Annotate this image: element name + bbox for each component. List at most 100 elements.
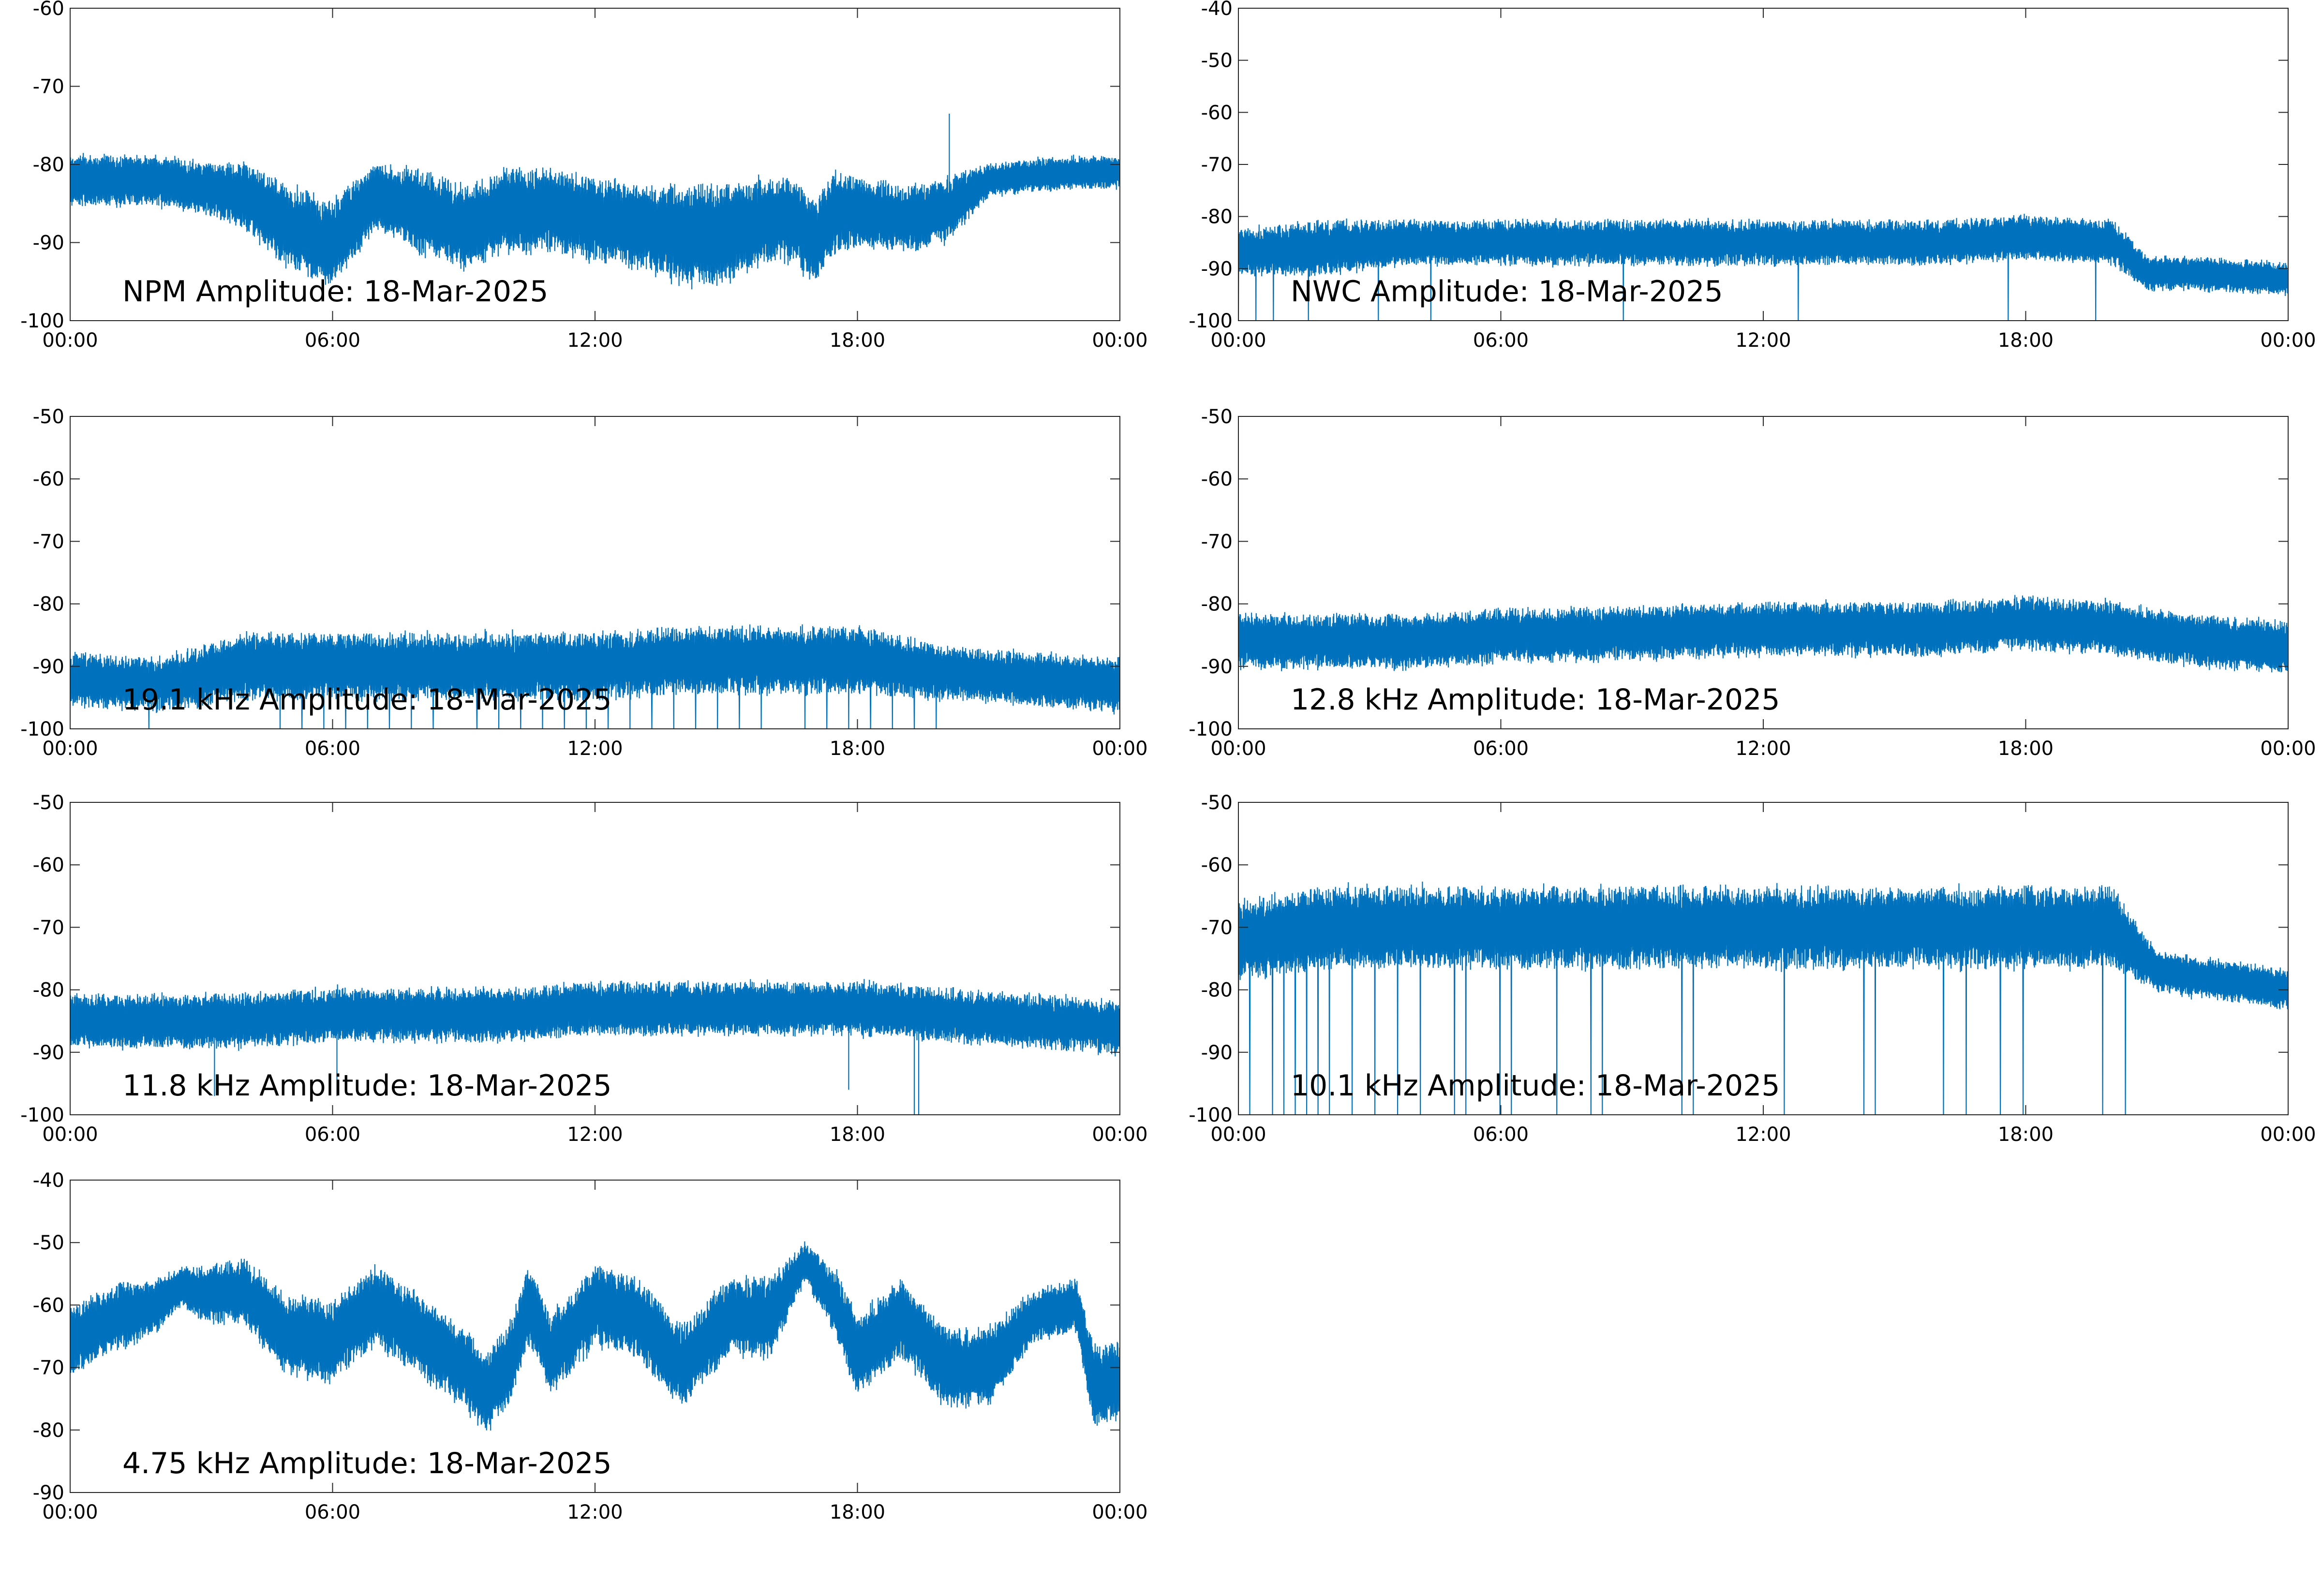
series-line bbox=[1238, 213, 2288, 321]
panel-title: 12.8 kHz Amplitude: 18-Mar-2025 bbox=[1291, 683, 1780, 717]
y-tick-label: -80 bbox=[1201, 979, 1233, 1002]
x-tick-label: 12:00 bbox=[567, 1501, 623, 1523]
y-tick-label: -40 bbox=[1201, 0, 1233, 20]
x-tick-label: 00:00 bbox=[2260, 1123, 2316, 1146]
y-tick-label: -60 bbox=[33, 468, 64, 490]
series-line bbox=[1238, 595, 2288, 673]
y-tick-label: -90 bbox=[33, 1482, 64, 1504]
x-tick-label: 00:00 bbox=[42, 1123, 98, 1146]
x-tick-label: 12:00 bbox=[1735, 738, 1791, 760]
x-tick-label: 06:00 bbox=[1473, 738, 1529, 760]
y-tick-label: -100 bbox=[1189, 718, 1233, 740]
y-tick-label: -80 bbox=[1201, 593, 1233, 616]
panel-title: NWC Amplitude: 18-Mar-2025 bbox=[1291, 275, 1723, 309]
x-tick-label: 06:00 bbox=[1473, 1123, 1529, 1146]
x-tick-label: 00:00 bbox=[1210, 738, 1266, 760]
y-tick-label: -70 bbox=[1201, 154, 1233, 176]
y-tick-label: -40 bbox=[33, 1169, 64, 1192]
y-tick-label: -80 bbox=[33, 979, 64, 1002]
axes-frame bbox=[70, 802, 1120, 1115]
y-tick-label: -70 bbox=[33, 76, 64, 98]
panel-title: 19.1 kHz Amplitude: 18-Mar-2025 bbox=[122, 683, 612, 717]
x-tick-label: 06:00 bbox=[305, 329, 360, 352]
series-line bbox=[1238, 881, 2288, 1115]
panel-title: 4.75 kHz Amplitude: 18-Mar-2025 bbox=[122, 1447, 612, 1480]
y-tick-label: -60 bbox=[1201, 102, 1233, 124]
y-tick-label: -70 bbox=[33, 1357, 64, 1379]
y-tick-label: -100 bbox=[20, 310, 64, 332]
x-tick-label: 12:00 bbox=[567, 738, 623, 760]
x-tick-label: 00:00 bbox=[1092, 1501, 1147, 1523]
y-tick-label: -80 bbox=[1201, 206, 1233, 228]
x-tick-label: 18:00 bbox=[830, 1123, 885, 1146]
y-tick-label: -80 bbox=[33, 1419, 64, 1442]
y-tick-label: -50 bbox=[33, 1232, 64, 1254]
x-tick-label: 18:00 bbox=[830, 1501, 885, 1523]
x-tick-label: 00:00 bbox=[1210, 1123, 1266, 1146]
y-tick-label: -60 bbox=[1201, 468, 1233, 490]
x-tick-label: 00:00 bbox=[42, 738, 98, 760]
y-tick-label: -100 bbox=[20, 1104, 64, 1126]
series-line bbox=[70, 114, 1120, 290]
x-tick-label: 18:00 bbox=[1998, 738, 2054, 760]
y-tick-label: -50 bbox=[1201, 50, 1233, 72]
x-tick-label: 00:00 bbox=[42, 1501, 98, 1523]
y-tick-label: -80 bbox=[33, 593, 64, 616]
y-tick-label: -90 bbox=[33, 1042, 64, 1064]
x-tick-label: 00:00 bbox=[1092, 1123, 1147, 1146]
series-line bbox=[70, 624, 1120, 729]
y-tick-label: -50 bbox=[33, 406, 64, 428]
y-tick-label: -50 bbox=[33, 792, 64, 814]
x-tick-label: 12:00 bbox=[567, 329, 623, 352]
y-tick-label: -90 bbox=[1201, 656, 1233, 678]
y-tick-label: -60 bbox=[33, 1294, 64, 1316]
x-tick-label: 06:00 bbox=[305, 738, 360, 760]
x-tick-label: 00:00 bbox=[2260, 329, 2316, 352]
y-tick-label: -60 bbox=[33, 0, 64, 20]
x-tick-label: 18:00 bbox=[1998, 1123, 2054, 1146]
y-tick-label: -50 bbox=[1201, 792, 1233, 814]
y-tick-label: -70 bbox=[1201, 531, 1233, 553]
series-line bbox=[70, 1241, 1120, 1431]
x-tick-label: 06:00 bbox=[305, 1501, 360, 1523]
axes-frame bbox=[1238, 416, 2289, 729]
x-tick-label: 06:00 bbox=[305, 1123, 360, 1146]
x-tick-label: 06:00 bbox=[1473, 329, 1529, 352]
y-tick-label: -90 bbox=[1201, 258, 1233, 280]
x-tick-label: 18:00 bbox=[1998, 329, 2054, 352]
y-tick-label: -60 bbox=[33, 854, 64, 876]
series-line bbox=[70, 979, 1120, 1115]
y-tick-label: -70 bbox=[33, 531, 64, 553]
y-tick-label: -90 bbox=[33, 656, 64, 678]
x-tick-label: 12:00 bbox=[567, 1123, 623, 1146]
y-tick-label: -50 bbox=[1201, 406, 1233, 428]
y-tick-label: -70 bbox=[1201, 916, 1233, 939]
x-tick-label: 12:00 bbox=[1735, 1123, 1791, 1146]
y-tick-label: -90 bbox=[33, 232, 64, 254]
y-tick-label: -100 bbox=[1189, 1104, 1233, 1126]
x-tick-label: 00:00 bbox=[1092, 738, 1147, 760]
panel-title: 10.1 kHz Amplitude: 18-Mar-2025 bbox=[1291, 1069, 1780, 1103]
y-tick-label: -100 bbox=[20, 718, 64, 740]
x-tick-label: 18:00 bbox=[830, 329, 885, 352]
y-tick-label: -60 bbox=[1201, 854, 1233, 876]
x-tick-label: 12:00 bbox=[1735, 329, 1791, 352]
x-tick-label: 00:00 bbox=[1092, 329, 1147, 352]
x-tick-label: 00:00 bbox=[42, 329, 98, 352]
y-tick-label: -100 bbox=[1189, 310, 1233, 332]
y-tick-label: -90 bbox=[1201, 1042, 1233, 1064]
panel-title: NPM Amplitude: 18-Mar-2025 bbox=[122, 275, 548, 309]
y-tick-label: -70 bbox=[33, 916, 64, 939]
panel-title: 11.8 kHz Amplitude: 18-Mar-2025 bbox=[122, 1069, 612, 1103]
y-tick-label: -80 bbox=[33, 154, 64, 176]
x-tick-label: 00:00 bbox=[2260, 738, 2316, 760]
x-tick-label: 18:00 bbox=[830, 738, 885, 760]
x-tick-label: 00:00 bbox=[1210, 329, 1266, 352]
